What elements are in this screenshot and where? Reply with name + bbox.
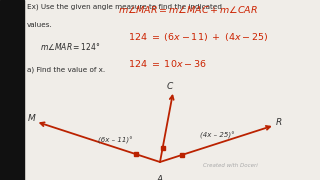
Text: (4x – 25)°: (4x – 25)° — [200, 131, 235, 139]
Text: $m\angle MAR=m\angle MAC+m\angle CAR$: $m\angle MAR=m\angle MAC+m\angle CAR$ — [118, 4, 259, 15]
Text: Ex) Use the given angle measure to find the indicated: Ex) Use the given angle measure to find … — [27, 4, 222, 10]
Text: a) Find the value of x.: a) Find the value of x. — [27, 67, 105, 73]
Text: M: M — [28, 114, 36, 123]
Text: C: C — [166, 82, 173, 91]
Text: values.: values. — [27, 22, 53, 28]
Text: $124\ =\ 10x-36$: $124\ =\ 10x-36$ — [128, 58, 207, 69]
Text: $m\angle MAR = 124°$: $m\angle MAR = 124°$ — [40, 41, 100, 52]
Text: A: A — [157, 175, 163, 180]
Text: R: R — [275, 118, 282, 127]
Text: Created with Doceri: Created with Doceri — [203, 163, 258, 168]
Text: $124\ =\ (6x-11)\ +\ (4x-25)$: $124\ =\ (6x-11)\ +\ (4x-25)$ — [128, 31, 269, 43]
Bar — [0, 0, 24, 180]
Text: (6x – 11)°: (6x – 11)° — [98, 137, 132, 144]
